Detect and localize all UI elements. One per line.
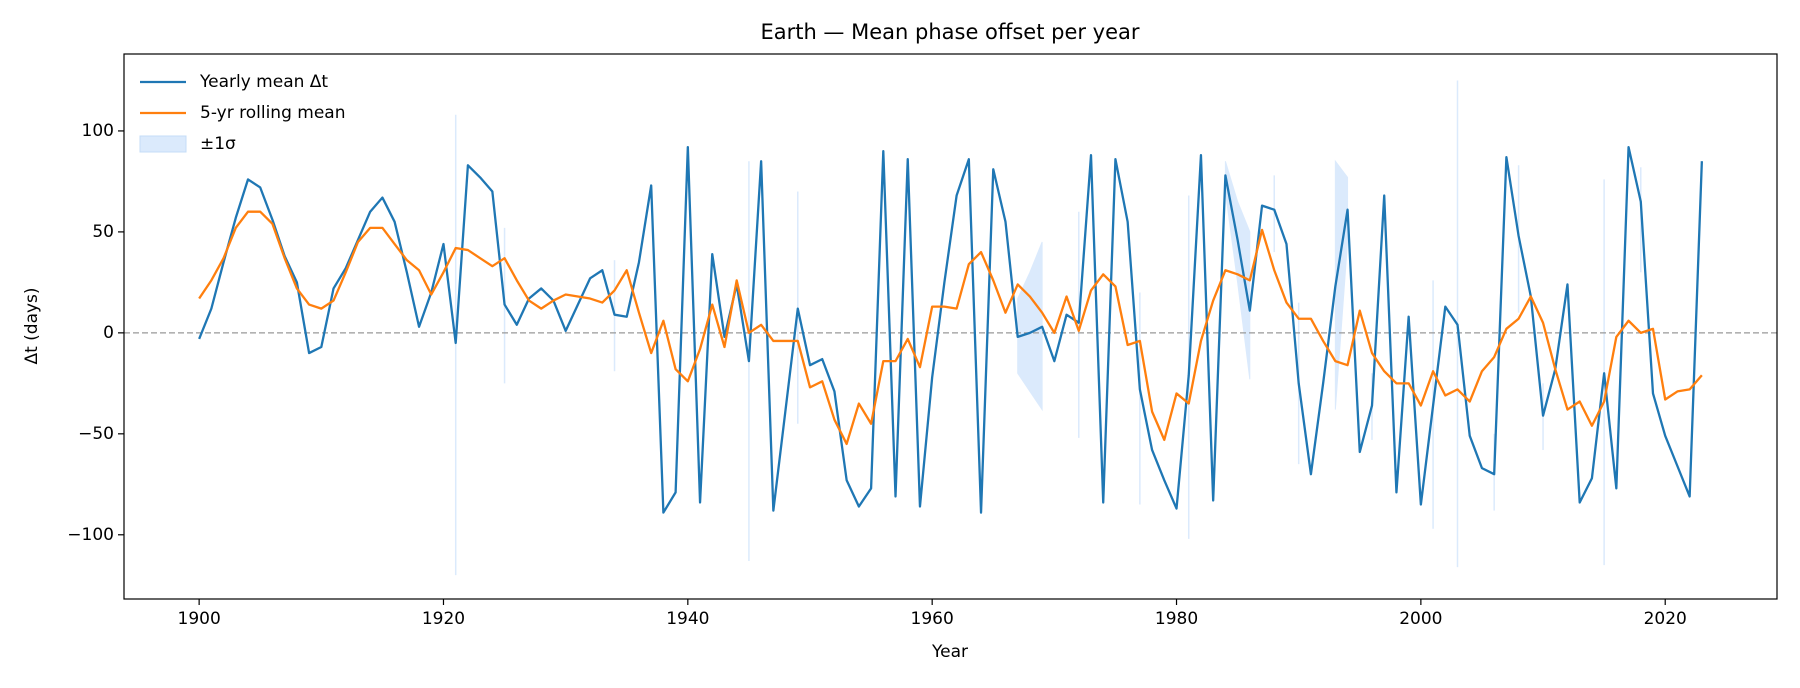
x-tick-label: 1920 [422,609,465,629]
sigma-band [1017,241,1043,412]
y-axis-label: Δt (days) [22,287,42,364]
legend-swatch [139,135,187,153]
x-tick-label: 1960 [911,609,954,629]
chart-title: Earth — Mean phase offset per year [760,20,1139,44]
series-line [198,210,1703,446]
x-tick-label: 2020 [1644,609,1687,629]
x-tick-label: 1980 [1155,609,1198,629]
x-tick-label: 2000 [1399,609,1442,629]
legend-label: Yearly mean Δt [199,72,328,92]
series-line [198,145,1704,514]
x-tick-label: 1940 [666,609,709,629]
x-axis-label: Year [931,642,968,662]
legend-label: 5-yr rolling mean [200,103,345,123]
x-tick-label: 1900 [178,609,221,629]
legend-label: ±1σ [200,134,236,154]
y-tick-label: 0 [103,323,114,343]
y-tick-label: 50 [92,222,114,242]
y-tick-label: −50 [78,424,114,444]
plot-frame [123,53,1778,600]
y-tick-label: 100 [82,121,114,141]
y-tick-label: −100 [67,525,114,545]
